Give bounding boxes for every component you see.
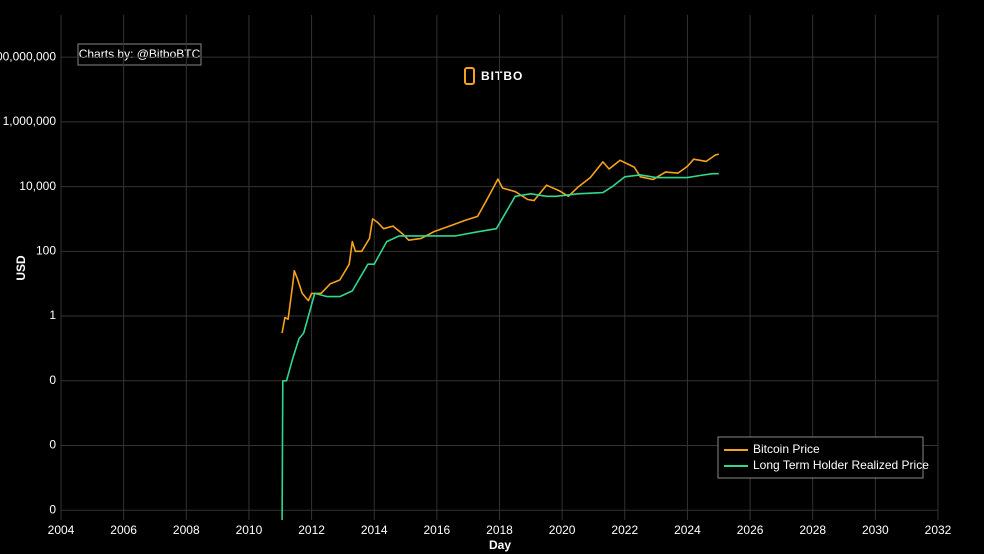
y-tick-label: 100,000,000 xyxy=(0,49,56,63)
y-tick-label: 0 xyxy=(49,502,56,516)
x-tick-label: 2032 xyxy=(925,523,952,537)
x-axis-label: Day xyxy=(489,538,511,552)
x-tick-label: 2022 xyxy=(611,523,638,537)
y-tick-label: 0 xyxy=(49,373,56,387)
logo: BITBO xyxy=(481,69,523,83)
y-tick-label: 1,000,000 xyxy=(3,114,57,128)
x-tick-label: 2030 xyxy=(862,523,889,537)
logo-icon xyxy=(464,67,475,85)
x-tick-label: 2020 xyxy=(549,523,576,537)
x-tick-label: 2024 xyxy=(674,523,701,537)
legend-label: Bitcoin Price xyxy=(753,442,820,456)
x-tick-label: 2008 xyxy=(173,523,200,537)
legend-box xyxy=(717,436,924,479)
credit-box xyxy=(77,43,202,66)
y-tick-label: 0 xyxy=(49,438,56,452)
y-tick-label: 100 xyxy=(36,243,56,257)
x-tick-label: 2028 xyxy=(799,523,826,537)
x-tick-label: 2012 xyxy=(298,523,325,537)
y-tick-label: 10,000 xyxy=(19,179,56,193)
x-tick-label: 2010 xyxy=(236,523,263,537)
y-axis-label: USD xyxy=(14,255,28,281)
x-tick-label: 2006 xyxy=(110,523,137,537)
x-tick-label: 2004 xyxy=(48,523,75,537)
y-tick-label: 1 xyxy=(49,308,56,322)
credit: Charts by: @BitboBTC xyxy=(79,47,201,61)
x-tick-label: 2018 xyxy=(486,523,513,537)
x-tick-label: 2026 xyxy=(737,523,764,537)
legend-label: Long Term Holder Realized Price xyxy=(753,458,929,472)
line xyxy=(281,172,719,521)
x-tick-label: 2014 xyxy=(361,523,388,537)
line xyxy=(281,153,719,334)
x-tick-label: 2016 xyxy=(424,523,451,537)
